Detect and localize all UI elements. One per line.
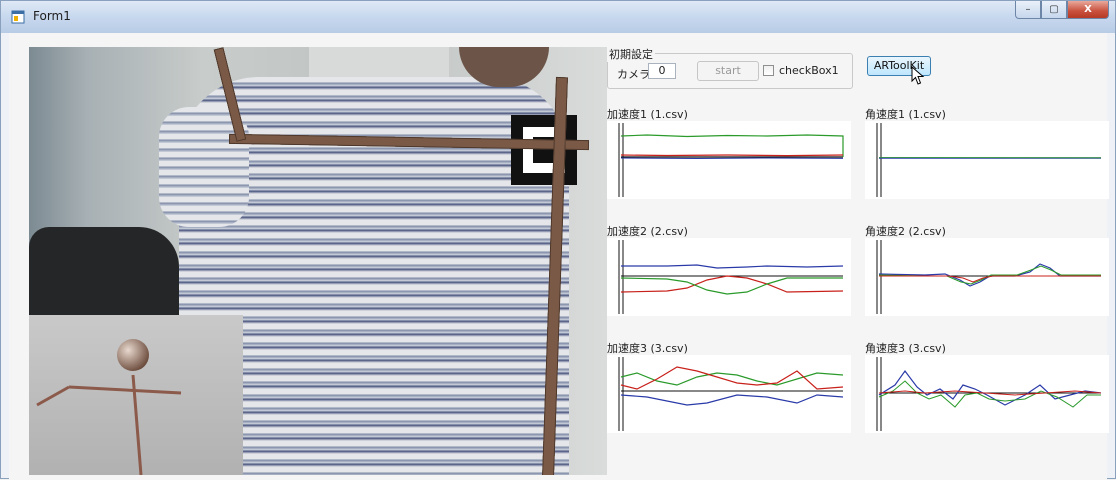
init-settings-group	[607, 53, 853, 89]
ar-marker	[511, 115, 577, 185]
chart-gyro-1	[865, 121, 1109, 199]
init-settings-title: 初期設定	[607, 46, 655, 62]
mouse-cursor-icon	[911, 66, 925, 85]
chart-title-gyro-2: 角速度2 (2.csv)	[865, 225, 946, 238]
chart-gyro-3	[865, 355, 1109, 433]
chart-gyro-2	[865, 238, 1109, 316]
checkbox1[interactable]	[763, 65, 774, 76]
start-button[interactable]: start	[697, 61, 759, 81]
window-title: Form1	[33, 9, 71, 23]
close-button[interactable]: X	[1067, 1, 1109, 19]
chart-accel-2	[607, 238, 851, 316]
chart-title-accel-3: 加速度3 (3.csv)	[607, 342, 688, 355]
chart-title-accel-1: 加速度1 (1.csv)	[607, 108, 688, 121]
camera-index-input[interactable]: 0	[648, 63, 676, 79]
3d-model-view	[29, 315, 243, 475]
form-icon	[11, 10, 25, 24]
chart-title-gyro-1: 角速度1 (1.csv)	[865, 108, 946, 121]
minimize-button[interactable]: –	[1015, 1, 1041, 19]
maximize-button[interactable]: ▢	[1041, 1, 1067, 19]
title-bar[interactable]: Form1 – ▢ X	[1, 1, 1115, 33]
chart-title-accel-2: 加速度2 (2.csv)	[607, 225, 688, 238]
chart-accel-3	[607, 355, 851, 433]
camera-view	[29, 47, 607, 475]
camera-label: カメラ	[617, 68, 650, 81]
chart-accel-1	[607, 121, 851, 199]
checkbox1-label[interactable]: checkBox1	[779, 64, 839, 77]
form-client-area: 初期設定 カメラ 0 start checkBox1 ARToolKit 加速度…	[9, 33, 1109, 480]
chart-title-gyro-3: 角速度3 (3.csv)	[865, 342, 946, 355]
